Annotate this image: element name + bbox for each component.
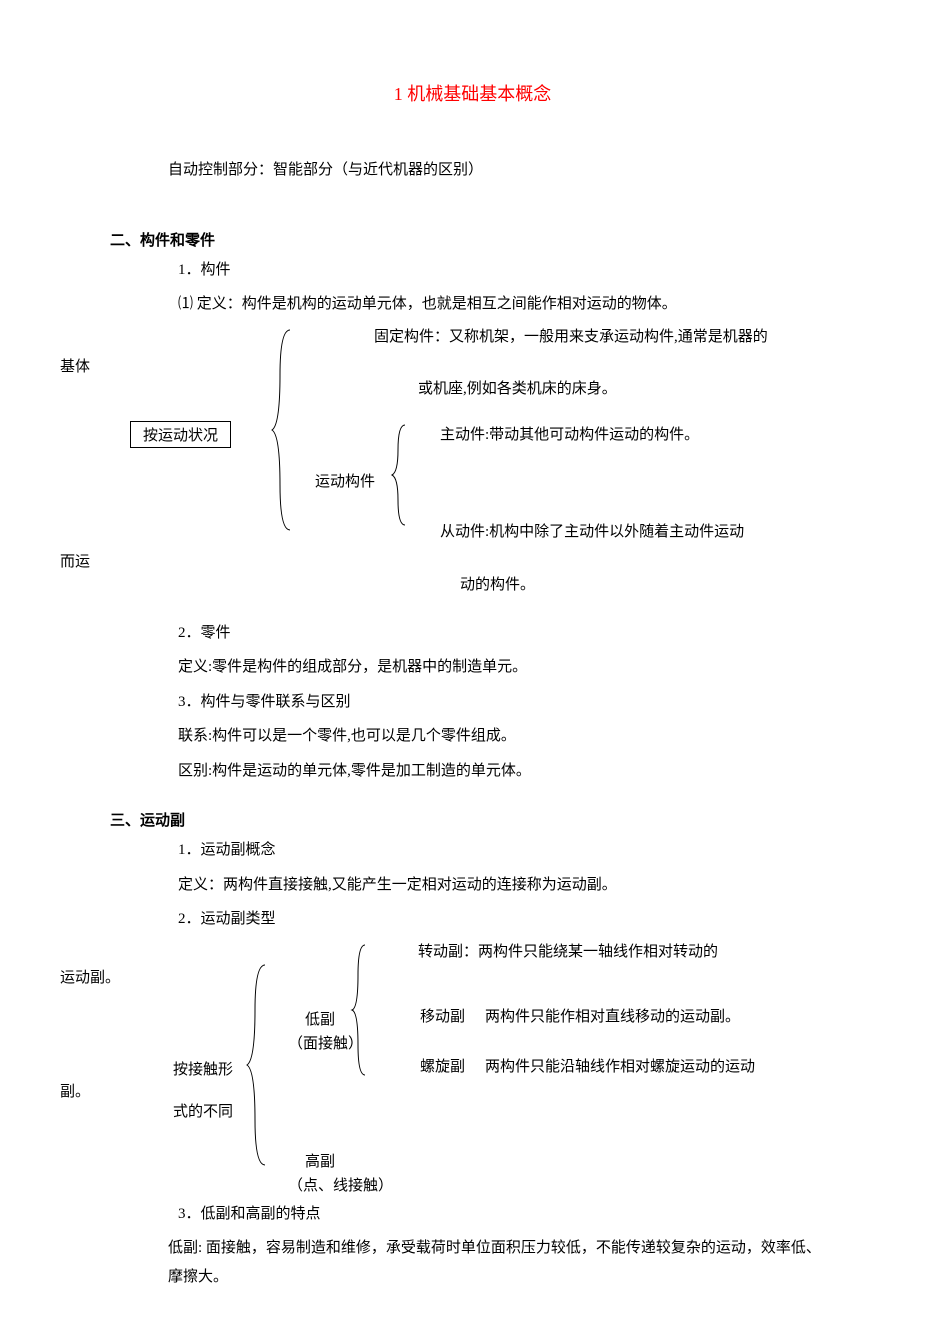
- page: 1 机械基础基本概念 自动控制部分：智能部分（与近代机器的区别） 二、构件和零件…: [0, 0, 945, 1337]
- section3-sub2-title: 2．运动副类型: [110, 905, 835, 934]
- page-title: 1 机械基础基本概念: [110, 80, 835, 106]
- brace-outer-icon: [245, 960, 285, 1170]
- fixed-component-line: 固定构件：又称机架，一般用来支承运动构件,通常是机器的: [374, 325, 768, 346]
- brace-small-icon: [390, 420, 420, 530]
- eryun-label: 而运: [60, 550, 90, 571]
- rotate-line: 转动副：两构件只能绕某一轴线作相对转动的: [418, 940, 718, 961]
- high-pair-label: 高副: [305, 1150, 335, 1171]
- section2-sub3-title: 3．构件与零件联系与区别: [110, 688, 835, 717]
- section2-qubie: 区别:构件是运动的单元体,零件是加工制造的单元体。: [110, 757, 835, 786]
- section2-sub1-def: ⑴ 定义：构件是机构的运动单元体，也就是相互之间能作相对运动的物体。: [110, 290, 835, 319]
- section2-sub2-def: 定义:零件是构件的组成部分，是机器中的制造单元。: [110, 653, 835, 682]
- move-def: 两构件只能作相对直线移动的运动副。: [485, 1005, 740, 1026]
- brace-icon: [270, 325, 310, 535]
- brace-inner-icon: [350, 940, 380, 1080]
- shi-diff-label: 式的不同: [173, 1100, 233, 1121]
- section3-heading: 三、运动副: [110, 809, 835, 830]
- intro-line: 自动控制部分：智能部分（与近代机器的区别）: [110, 156, 835, 185]
- section3-sub3-title: 3．低副和高副的特点: [110, 1200, 835, 1229]
- section2-sub2-title: 2．零件: [110, 619, 835, 648]
- driven-line: 从动件:机构中除了主动件以外随着主动件运动: [440, 520, 744, 541]
- dong-component-label: 动的构件。: [460, 573, 535, 594]
- section3-sub1-title: 1．运动副概念: [110, 836, 835, 865]
- move-pair-label: 移动副: [420, 1005, 465, 1026]
- jizuo-line: 或机座,例如各类机床的床身。: [418, 377, 617, 398]
- active-line: 主动件:带动其他可动构件运动的构件。: [440, 423, 699, 444]
- contact-label: 按接触形: [173, 1058, 233, 1079]
- moving-component-label: 运动构件: [315, 470, 375, 491]
- screw-pair-label: 螺旋副: [420, 1055, 465, 1076]
- fu-label: 副。: [60, 1080, 90, 1101]
- mian-jiechu-label: （面接触）: [288, 1032, 363, 1053]
- section3-diagram: 转动副：两构件只能绕某一轴线作相对转动的 运动副。 低副 移动副 两构件只能作相…: [110, 940, 835, 1200]
- yundongfu-label: 运动副。: [60, 966, 120, 987]
- screw-def: 两构件只能沿轴线作相对螺旋运动的运动: [485, 1055, 755, 1076]
- dian-xian-label: （点、线接触）: [288, 1174, 393, 1195]
- section2-sub1-title: 1．构件: [110, 256, 835, 285]
- motion-status-box: 按运动状况: [130, 421, 231, 448]
- section2-lianxi: 联系:构件可以是一个零件,也可以是几个零件组成。: [110, 722, 835, 751]
- section3-sub1-def: 定义：两构件直接接触,又能产生一定相对运动的连接称为运动副。: [110, 871, 835, 900]
- section2-diagram: 固定构件：又称机架，一般用来支承运动构件,通常是机器的 基体 或机座,例如各类机…: [110, 325, 835, 605]
- low-pair-label: 低副: [305, 1008, 335, 1029]
- jiti-label: 基体: [60, 355, 90, 376]
- low-pair-feat: 低副: 面接触，容易制造和维修，承受载荷时单位面积压力较低，不能传递较复杂的运动…: [110, 1234, 835, 1291]
- section2-heading: 二、构件和零件: [110, 229, 835, 250]
